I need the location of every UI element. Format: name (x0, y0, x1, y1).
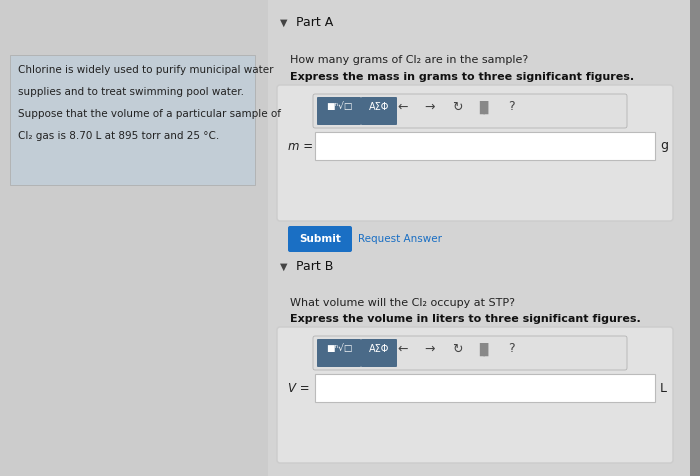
Text: L: L (660, 381, 667, 395)
Bar (690, 0, 700, 476)
Text: What volume will the Cl₂ occupy at STP?: What volume will the Cl₂ occupy at STP? (290, 298, 515, 308)
Text: Cl₂ gas is 8.70 L at 895 torr and 25 °C.: Cl₂ gas is 8.70 L at 895 torr and 25 °C. (18, 131, 219, 141)
Text: ↻: ↻ (452, 343, 462, 356)
Text: ΑΣΦ: ΑΣΦ (369, 102, 389, 112)
Text: ΑΣΦ: ΑΣΦ (369, 344, 389, 354)
Text: m =: m = (288, 139, 313, 152)
Text: ■ⁿ√□: ■ⁿ√□ (326, 345, 352, 354)
Text: Part B: Part B (296, 260, 333, 273)
FancyBboxPatch shape (313, 336, 627, 370)
FancyBboxPatch shape (317, 97, 361, 125)
Text: supplies and to treat swimming pool water.: supplies and to treat swimming pool wate… (18, 87, 244, 97)
FancyBboxPatch shape (288, 226, 352, 252)
Text: ←: ← (398, 100, 408, 113)
FancyBboxPatch shape (361, 97, 397, 125)
Text: ▐▌: ▐▌ (475, 342, 493, 356)
Text: Suppose that the volume of a particular sample of: Suppose that the volume of a particular … (18, 109, 281, 119)
Text: Submit: Submit (299, 234, 341, 244)
Text: ▼: ▼ (280, 18, 288, 28)
FancyBboxPatch shape (277, 327, 673, 463)
FancyBboxPatch shape (277, 85, 673, 221)
FancyBboxPatch shape (313, 94, 627, 128)
Text: V =: V = (288, 381, 309, 395)
Text: ■ⁿ√□: ■ⁿ√□ (326, 102, 352, 111)
Text: ▼: ▼ (280, 262, 288, 272)
Bar (10, 55, 255, 185)
Bar (315, 132, 655, 160)
Bar (268, 0, 690, 476)
Bar (315, 374, 655, 402)
Text: ←: ← (398, 343, 408, 356)
Text: ▐▌: ▐▌ (475, 100, 493, 114)
Text: Express the mass in grams to three significant figures.: Express the mass in grams to three signi… (290, 72, 634, 82)
Text: ?: ? (508, 100, 514, 113)
Text: Chlorine is widely used to purify municipal water: Chlorine is widely used to purify munici… (18, 65, 274, 75)
Text: →: → (425, 343, 435, 356)
Text: →: → (425, 100, 435, 113)
FancyBboxPatch shape (317, 339, 361, 367)
Text: ?: ? (508, 343, 514, 356)
Text: ↻: ↻ (452, 100, 462, 113)
Text: Request Answer: Request Answer (358, 234, 442, 244)
Text: How many grams of Cl₂ are in the sample?: How many grams of Cl₂ are in the sample? (290, 55, 528, 65)
Text: Express the volume in liters to three significant figures.: Express the volume in liters to three si… (290, 314, 641, 324)
FancyBboxPatch shape (361, 339, 397, 367)
Text: Part A: Part A (296, 16, 333, 29)
Text: g: g (660, 139, 668, 152)
